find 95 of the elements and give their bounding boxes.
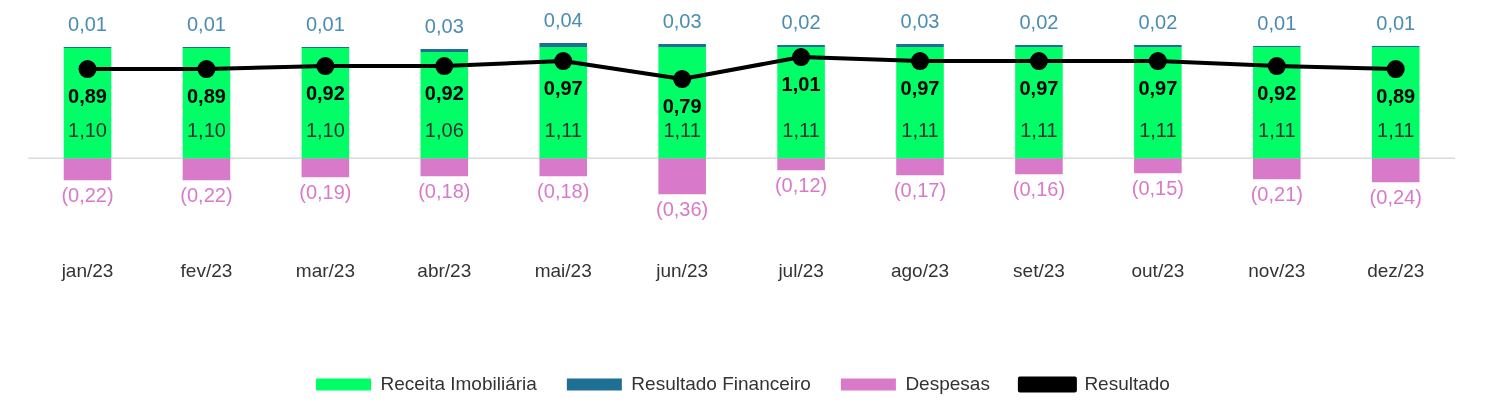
- legend-label: Receita Imobiliária: [380, 372, 538, 394]
- data-label: 0,92: [305, 81, 345, 104]
- bar: [777, 158, 825, 171]
- data-label: 0,03: [424, 14, 464, 37]
- point: [1386, 60, 1405, 79]
- data-label: 0,97: [1019, 76, 1059, 99]
- data-label: 0,89: [1376, 84, 1416, 107]
- bar: [420, 49, 469, 53]
- data-label: 1,11: [1377, 118, 1415, 141]
- bar: [63, 158, 112, 181]
- legend-label: Resultado Financeiro: [631, 372, 811, 394]
- data-label: (0,24): [1369, 185, 1422, 208]
- data-label: 0,01: [1257, 11, 1297, 34]
- point: [911, 52, 930, 71]
- bar: [1134, 158, 1182, 174]
- data-label: (0,18): [537, 179, 590, 202]
- data-label: 0,03: [662, 9, 702, 32]
- data-label: 1,10: [186, 118, 226, 141]
- data-label: (0,21): [1250, 182, 1303, 205]
- data-label: (0,22): [61, 183, 114, 206]
- point: [1267, 57, 1286, 76]
- data-label: 1,11: [1258, 118, 1296, 141]
- bar: [182, 158, 231, 181]
- data-label: 1,10: [305, 118, 345, 141]
- legend-label: Despesas: [905, 372, 990, 394]
- data-label: (0,15): [1131, 176, 1184, 199]
- data-label: 1,11: [1139, 118, 1177, 141]
- data-label: 0,89: [186, 84, 226, 107]
- data-label: 1,11: [782, 118, 820, 141]
- x-tick-label: dez/23: [1367, 259, 1425, 281]
- data-label: 0,97: [543, 76, 583, 99]
- data-label: 1,11: [1020, 118, 1058, 141]
- x-tick-label: abr/23: [417, 259, 472, 281]
- point: [792, 48, 811, 67]
- point: [435, 57, 454, 76]
- point: [78, 60, 97, 79]
- x-tick-label: jan/23: [60, 259, 114, 281]
- bar: [658, 44, 706, 48]
- data-label: (0,19): [299, 180, 352, 203]
- data-label: (0,12): [774, 173, 828, 196]
- bar: [539, 158, 588, 177]
- bar: [1015, 45, 1063, 48]
- bar: [658, 158, 706, 195]
- x-tick-label: jun/23: [655, 259, 709, 281]
- x-tick-label: fev/23: [180, 259, 233, 281]
- data-label: 0,79: [662, 94, 702, 117]
- bar: [420, 158, 469, 177]
- bar: [777, 45, 825, 48]
- data-label: 0,01: [305, 12, 345, 35]
- data-label: (0,16): [1012, 177, 1066, 200]
- x-tick-label: out/23: [1131, 259, 1185, 281]
- data-label: 1,01: [781, 72, 821, 95]
- x-tick-label: set/23: [1013, 259, 1065, 281]
- data-label: 0,03: [900, 9, 940, 32]
- data-label: 0,04: [543, 8, 583, 31]
- data-label: 0,92: [1257, 81, 1297, 104]
- point: [316, 57, 335, 76]
- data-label: 1,10: [68, 118, 107, 141]
- x-tick-label: mar/23: [295, 259, 355, 281]
- data-label: 1,11: [663, 118, 701, 141]
- point: [554, 52, 573, 71]
- data-label: 1,11: [544, 118, 582, 141]
- data-label: 0,02: [1138, 10, 1178, 33]
- point: [673, 70, 692, 89]
- data-label: (0,36): [656, 197, 709, 220]
- bar: [539, 43, 588, 48]
- legend-label: Resultado: [1084, 372, 1170, 394]
- data-label: 0,01: [186, 12, 226, 35]
- bar: [896, 44, 944, 48]
- point: [197, 60, 216, 79]
- bar: [1015, 158, 1063, 175]
- data-label: 0,02: [1019, 10, 1059, 33]
- data-label: 1,06: [424, 118, 464, 141]
- data-label: 0,92: [424, 81, 464, 104]
- bar: [301, 158, 350, 178]
- data-label: 0,97: [1138, 76, 1178, 99]
- bar: [896, 158, 944, 176]
- point: [1029, 52, 1048, 71]
- data-label: 0,01: [68, 12, 107, 35]
- x-tick-label: mai/23: [534, 259, 592, 281]
- data-label: 0,01: [1376, 11, 1416, 34]
- data-label: 0,02: [781, 10, 821, 33]
- point: [1148, 52, 1167, 71]
- data-label: (0,18): [418, 179, 471, 202]
- data-label: (0,17): [893, 178, 947, 201]
- x-tick-label: jul/23: [777, 259, 824, 281]
- data-label: 0,89: [68, 84, 107, 107]
- bar: [1253, 158, 1301, 180]
- data-label: 0,97: [900, 76, 940, 99]
- x-tick-label: ago/23: [890, 259, 950, 281]
- bar: [1371, 158, 1420, 183]
- data-label: (0,22): [180, 183, 233, 206]
- x-tick-label: nov/23: [1248, 259, 1306, 281]
- data-label: 1,11: [901, 118, 939, 141]
- bar: [1134, 45, 1182, 48]
